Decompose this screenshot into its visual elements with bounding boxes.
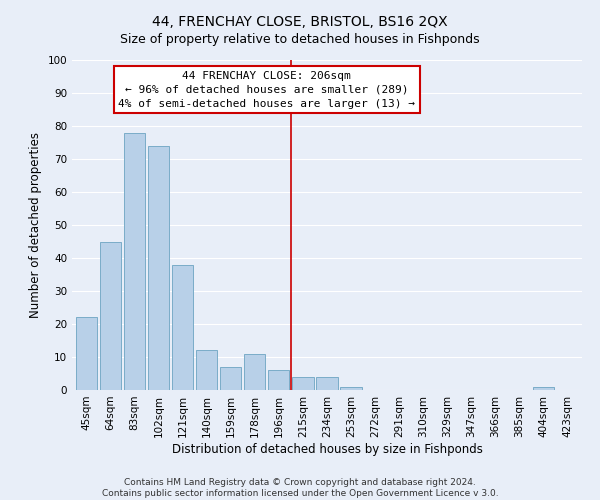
Bar — [316, 377, 338, 390]
Bar — [124, 132, 145, 390]
Bar — [244, 354, 265, 390]
Bar — [148, 146, 169, 390]
Bar — [196, 350, 217, 390]
Bar — [533, 386, 554, 390]
Bar — [100, 242, 121, 390]
Bar — [220, 367, 241, 390]
Text: 44, FRENCHAY CLOSE, BRISTOL, BS16 2QX: 44, FRENCHAY CLOSE, BRISTOL, BS16 2QX — [152, 15, 448, 29]
Text: Size of property relative to detached houses in Fishponds: Size of property relative to detached ho… — [120, 32, 480, 46]
Bar — [172, 264, 193, 390]
Bar — [268, 370, 289, 390]
Bar — [340, 386, 362, 390]
X-axis label: Distribution of detached houses by size in Fishponds: Distribution of detached houses by size … — [172, 442, 482, 456]
Text: Contains HM Land Registry data © Crown copyright and database right 2024.
Contai: Contains HM Land Registry data © Crown c… — [101, 478, 499, 498]
Bar — [76, 318, 97, 390]
Y-axis label: Number of detached properties: Number of detached properties — [29, 132, 42, 318]
Bar — [292, 377, 314, 390]
Text: 44 FRENCHAY CLOSE: 206sqm
← 96% of detached houses are smaller (289)
4% of semi-: 44 FRENCHAY CLOSE: 206sqm ← 96% of detac… — [118, 70, 415, 108]
